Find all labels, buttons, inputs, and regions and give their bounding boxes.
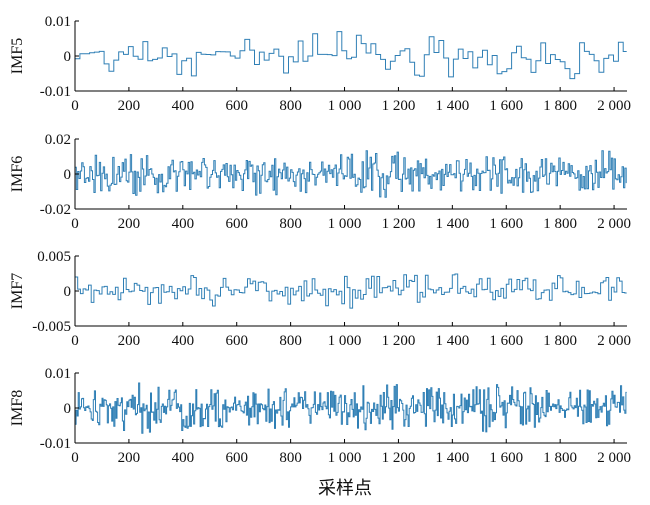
x-tick-label: 200 [118, 333, 141, 349]
x-tick-label: 1 200 [382, 333, 416, 349]
x-tick-label: 1 600 [489, 98, 523, 114]
series-line-imf8 [75, 382, 627, 434]
y-axis-label: IMF8 [9, 390, 26, 426]
panel-imf6: 0.020-0.020 200 400 600 800 1 000 1 200 1 400 1 … [9, 132, 631, 232]
x-tick-label: 1 600 [489, 216, 523, 232]
x-tick-label: 200 [118, 450, 141, 466]
x-tick-label: 600 [225, 216, 248, 232]
y-tick-label: 0.02 [45, 132, 71, 148]
x-tick-label: 800 [279, 216, 302, 232]
x-tick-label: 0 [71, 333, 79, 349]
x-tick-label: 1 200 [382, 450, 416, 466]
series-line-imf5 [75, 31, 627, 80]
x-tick-label: 2 000 [597, 216, 631, 232]
x-tick-label: 200 [118, 216, 141, 232]
x-tick-label: 1 800 [543, 450, 577, 466]
y-tick-label: -0.01 [40, 436, 71, 452]
panel-imf5: 0.010-0.010 200 400 600 800 1 000 1 200 1 400 1 … [9, 14, 631, 114]
x-tick-label: 600 [225, 333, 248, 349]
x-axis-label: 采样点 [318, 478, 372, 499]
x-tick-label: 0 [71, 216, 79, 232]
y-tick-label: 0 [64, 401, 72, 417]
x-tick-label: 2 000 [597, 333, 631, 349]
x-tick-label: 1 000 [328, 450, 362, 466]
y-axis-label: IMF7 [9, 273, 26, 309]
x-tick-label: 1 000 [328, 333, 362, 349]
y-tick-label: 0 [64, 49, 72, 65]
x-tick-label: 0 [71, 98, 79, 114]
y-tick-label: 0.005 [37, 249, 71, 265]
x-tick-label: 2 000 [597, 450, 631, 466]
panel-imf8: 0.010-0.010 200 400 600 800 1 000 1 200 1 400 1 … [9, 366, 631, 466]
y-axis-label: IMF5 [9, 38, 26, 74]
series-line-imf6 [75, 150, 627, 198]
series-line-imf7 [75, 273, 627, 309]
x-tick-label: 1 400 [435, 98, 469, 114]
x-tick-label: 600 [225, 450, 248, 466]
x-tick-label: 200 [118, 98, 141, 114]
x-tick-label: 800 [279, 333, 302, 349]
panels: 0.010-0.010 200 400 600 800 1 000 1 200 1 400 1 … [9, 14, 631, 466]
x-tick-label: 0 [71, 450, 79, 466]
x-tick-label: 400 [172, 333, 195, 349]
x-tick-label: 1 000 [328, 216, 362, 232]
y-tick-label: 0.01 [45, 14, 71, 30]
x-tick-label: 1 000 [328, 98, 362, 114]
y-axis-label: IMF6 [9, 156, 26, 192]
x-tick-label: 1 400 [435, 333, 469, 349]
y-tick-label: -0.02 [40, 202, 71, 218]
y-tick-label: -0.005 [32, 319, 71, 335]
x-tick-label: 1 600 [489, 333, 523, 349]
x-tick-label: 400 [172, 98, 195, 114]
x-tick-label: 1 600 [489, 450, 523, 466]
x-tick-label: 1 800 [543, 216, 577, 232]
y-tick-label: 0 [64, 284, 72, 300]
x-tick-label: 1 800 [543, 333, 577, 349]
x-tick-label: 800 [279, 98, 302, 114]
x-tick-label: 800 [279, 450, 302, 466]
y-tick-label: 0 [64, 167, 72, 183]
x-tick-label: 600 [225, 98, 248, 114]
x-tick-label: 1 200 [382, 216, 416, 232]
y-tick-label: 0.01 [45, 366, 71, 382]
x-tick-label: 1 800 [543, 98, 577, 114]
x-tick-label: 400 [172, 216, 195, 232]
x-tick-label: 1 200 [382, 98, 416, 114]
x-tick-label: 2 000 [597, 98, 631, 114]
x-tick-label: 1 400 [435, 216, 469, 232]
x-tick-label: 400 [172, 450, 195, 466]
x-tick-label: 1 400 [435, 450, 469, 466]
y-tick-label: -0.01 [40, 84, 71, 100]
